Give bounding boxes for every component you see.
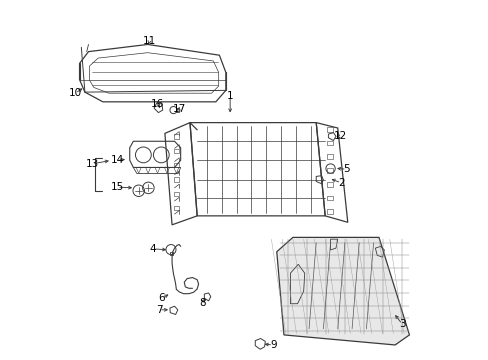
Text: 16: 16 — [151, 99, 164, 109]
Text: 6: 6 — [159, 293, 165, 303]
Text: 1: 1 — [226, 91, 233, 101]
Text: 7: 7 — [156, 305, 162, 315]
Text: 4: 4 — [149, 244, 156, 254]
Text: 17: 17 — [172, 104, 185, 114]
Text: 14: 14 — [110, 155, 123, 165]
Text: 11: 11 — [142, 36, 156, 46]
Text: 3: 3 — [398, 319, 405, 329]
Text: 9: 9 — [269, 340, 276, 350]
Text: 5: 5 — [343, 164, 349, 174]
Text: 8: 8 — [199, 298, 205, 308]
Text: 10: 10 — [68, 88, 81, 98]
Text: 13: 13 — [85, 159, 99, 169]
Text: 12: 12 — [333, 131, 346, 141]
Text: 15: 15 — [110, 182, 123, 192]
Text: 2: 2 — [337, 178, 344, 188]
Polygon shape — [276, 237, 408, 345]
